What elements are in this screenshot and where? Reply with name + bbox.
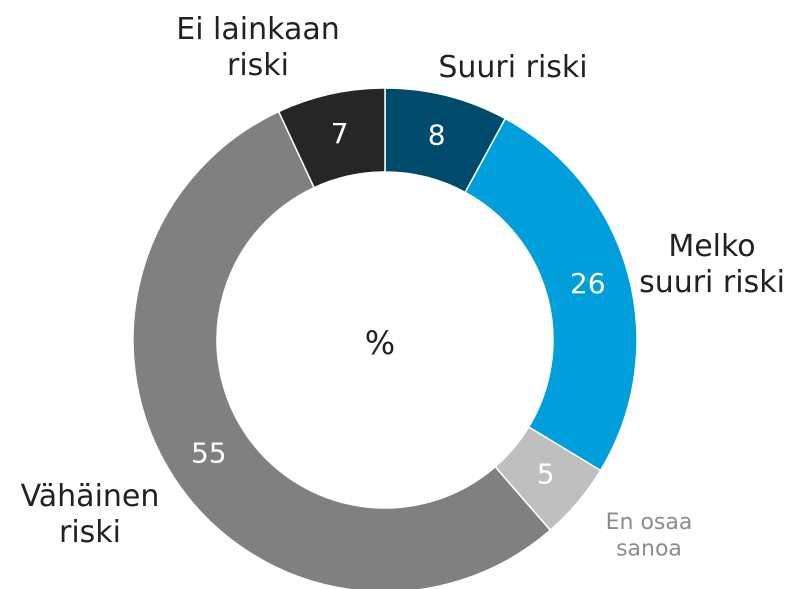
- label-line: Melko: [668, 229, 755, 264]
- category-label: Melko suuri riski: [639, 229, 785, 300]
- label-line: Suuri riski: [438, 50, 587, 85]
- value-label: 5: [537, 457, 555, 490]
- label-line: riski: [227, 48, 289, 83]
- label-line: suuri riski: [639, 265, 785, 300]
- label-line: En osaa: [606, 510, 693, 535]
- label-line: riski: [59, 515, 121, 550]
- label-line: Vähäinen: [21, 479, 160, 514]
- value-label: 55: [191, 436, 227, 469]
- label-line: Ei lainkaan: [176, 12, 340, 47]
- category-label: Suuri riski: [438, 50, 587, 85]
- donut-segment: [277, 87, 386, 189]
- label-line: sanoa: [616, 536, 682, 561]
- value-label: 8: [428, 118, 446, 151]
- center-label: %: [365, 324, 395, 362]
- value-label: 7: [331, 117, 349, 150]
- category-label: En osaa sanoa: [606, 510, 693, 561]
- category-label: Vähäinen riski: [21, 479, 160, 550]
- value-label: 26: [570, 267, 606, 300]
- donut-segment: [132, 110, 552, 589]
- category-label: Ei lainkaan riski: [176, 12, 340, 83]
- donut-segment: [464, 117, 638, 472]
